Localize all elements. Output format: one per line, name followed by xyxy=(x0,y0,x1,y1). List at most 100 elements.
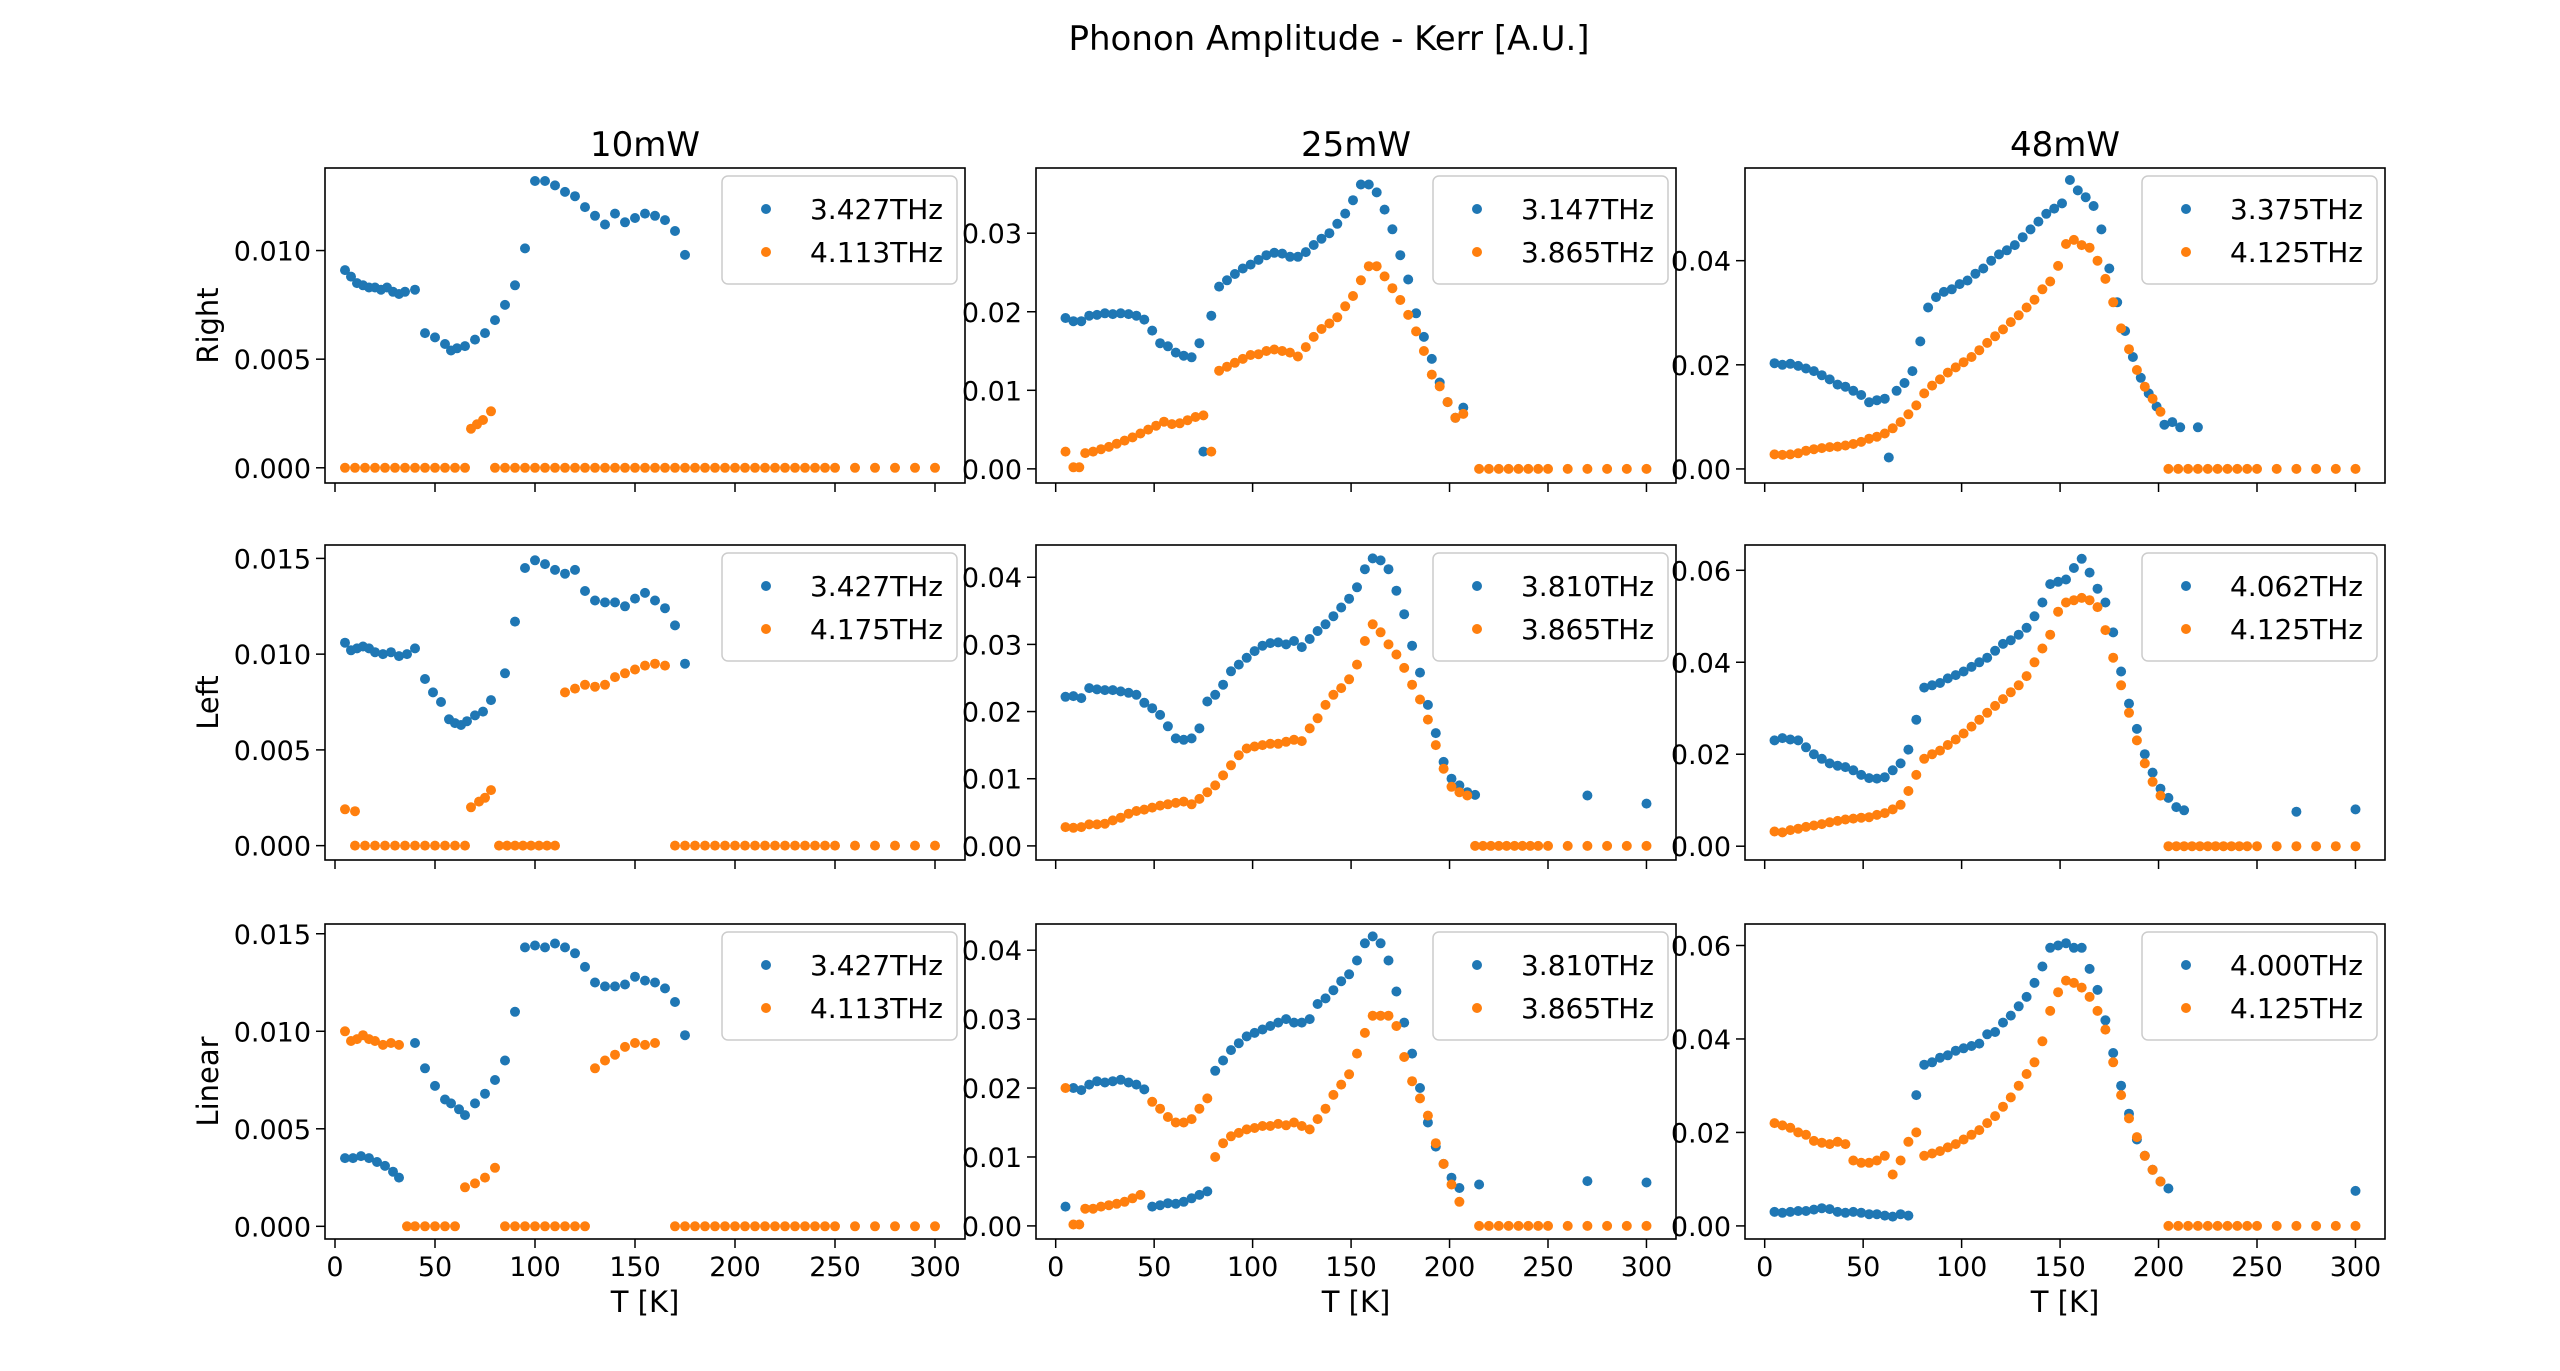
data-point xyxy=(2156,407,2166,417)
data-point xyxy=(1218,680,1228,690)
data-point xyxy=(1061,447,1071,457)
data-point xyxy=(1443,397,1453,407)
data-point xyxy=(2193,464,2203,474)
data-point xyxy=(1384,564,1394,574)
data-point xyxy=(670,620,680,630)
data-point xyxy=(450,841,460,851)
data-point xyxy=(1399,663,1409,673)
data-point xyxy=(2291,1221,2301,1231)
data-point xyxy=(560,687,570,697)
data-point xyxy=(466,802,476,812)
data-point xyxy=(650,978,660,988)
data-point xyxy=(1187,352,1197,362)
data-point xyxy=(1411,326,1421,336)
x-tick-label: 100 xyxy=(1936,1252,1988,1283)
data-point xyxy=(2179,805,2189,815)
data-point xyxy=(2037,284,2047,294)
data-point xyxy=(2077,983,2087,993)
data-point xyxy=(530,1221,540,1231)
data-point xyxy=(850,841,860,851)
data-point xyxy=(2006,1011,2016,1021)
x-tick-label: 200 xyxy=(709,1252,761,1283)
data-point xyxy=(1344,674,1354,684)
data-point xyxy=(1226,666,1236,676)
data-point xyxy=(2272,841,2282,851)
data-point xyxy=(650,1038,660,1048)
data-point xyxy=(1187,1114,1197,1124)
data-point xyxy=(1415,1083,1425,1093)
data-point xyxy=(760,841,770,851)
data-point xyxy=(2351,1221,2361,1231)
data-point xyxy=(1163,721,1173,731)
y-tick-label: 0.005 xyxy=(234,736,311,767)
data-point xyxy=(2203,464,2213,474)
data-point xyxy=(410,643,420,653)
data-point xyxy=(670,463,680,473)
data-point xyxy=(410,1221,420,1231)
data-point xyxy=(2045,1006,2055,1016)
data-point xyxy=(2026,224,2036,234)
data-point xyxy=(540,463,550,473)
data-point xyxy=(2100,1015,2110,1025)
y-tick-label: 0.015 xyxy=(234,544,311,575)
data-point xyxy=(1543,841,1553,851)
data-point xyxy=(1543,464,1553,474)
data-point xyxy=(1206,311,1216,321)
data-point xyxy=(910,841,920,851)
data-point xyxy=(590,1063,600,1073)
data-point xyxy=(1328,690,1338,700)
data-point xyxy=(550,1221,560,1231)
y-tick-label: 0.01 xyxy=(962,376,1022,407)
data-point xyxy=(600,680,610,690)
data-point xyxy=(1484,1221,1494,1231)
data-point xyxy=(1340,209,1350,219)
data-point xyxy=(402,649,412,659)
data-point xyxy=(1888,1170,1898,1180)
data-point xyxy=(1336,603,1346,613)
data-point xyxy=(1155,710,1165,720)
legend-label: 4.125THz xyxy=(2230,992,2363,1025)
data-point xyxy=(590,978,600,988)
data-point xyxy=(540,1221,550,1231)
x-tick-label: 50 xyxy=(1137,1252,1171,1283)
data-point xyxy=(530,555,540,565)
legend-marker xyxy=(2181,960,2191,970)
data-point xyxy=(1998,1018,2008,1028)
data-point xyxy=(340,804,350,814)
data-point xyxy=(2291,841,2301,851)
data-point xyxy=(2089,201,2099,211)
data-point xyxy=(570,463,580,473)
data-point xyxy=(1911,770,1921,780)
data-point xyxy=(610,981,620,991)
legend-label: 4.000THz xyxy=(2230,949,2363,982)
data-point xyxy=(2108,297,2118,307)
data-point xyxy=(1202,697,1212,707)
data-point xyxy=(2061,575,2071,585)
x-tick-label: 50 xyxy=(418,1252,452,1283)
data-point xyxy=(800,463,810,473)
data-point xyxy=(2030,295,2040,305)
data-point xyxy=(870,841,880,851)
y-tick-label: 0.02 xyxy=(962,1074,1022,1105)
data-point xyxy=(360,463,370,473)
data-point xyxy=(610,209,620,219)
data-point xyxy=(640,661,650,671)
data-point xyxy=(1391,586,1401,596)
data-point xyxy=(560,942,570,952)
data-point xyxy=(1061,1083,1071,1093)
data-point xyxy=(1147,1097,1157,1107)
x-tick-label: 100 xyxy=(509,1252,561,1283)
y-axis-label: Linear xyxy=(191,1036,225,1126)
data-point xyxy=(1344,594,1354,604)
data-point xyxy=(2085,595,2095,605)
data-point xyxy=(2124,1113,2134,1123)
data-point xyxy=(1582,791,1592,801)
data-point xyxy=(1340,301,1350,311)
data-point xyxy=(2116,323,2126,333)
data-point xyxy=(2018,232,2028,242)
legend-label: 3.427THz xyxy=(810,949,943,982)
data-point xyxy=(1376,938,1386,948)
data-point xyxy=(700,1221,710,1231)
data-point xyxy=(640,588,650,598)
data-point xyxy=(2183,1221,2193,1231)
